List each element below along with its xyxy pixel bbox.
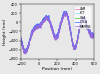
LAM <box>25 50 26 51</box>
LAM <box>83 20 84 21</box>
LAM <box>67 17 68 18</box>
KCT <box>83 20 84 21</box>
MAMMS <box>67 16 68 17</box>
C.S.A <box>67 15 68 16</box>
GSA <box>93 34 94 35</box>
Legend: LAM, KCT, GSA, C.S.A, MAMMS: LAM, KCT, GSA, C.S.A, MAMMS <box>74 6 92 29</box>
LAM <box>93 34 94 35</box>
KCT <box>65 13 66 14</box>
KCT <box>93 34 94 35</box>
GSA <box>67 16 68 17</box>
KCT <box>25 53 26 54</box>
MAMMS <box>20 41 22 42</box>
MAMMS <box>25 50 26 51</box>
Line: LAM: LAM <box>21 12 94 53</box>
C.S.A <box>24 53 25 54</box>
GSA <box>76 44 77 45</box>
C.S.A <box>65 14 66 15</box>
C.S.A <box>76 44 77 45</box>
KCT <box>20 38 22 39</box>
MAMMS <box>93 36 94 37</box>
Line: C.S.A: C.S.A <box>21 11 94 53</box>
MAMMS <box>83 20 84 21</box>
KCT <box>63 16 64 17</box>
KCT <box>25 50 26 51</box>
X-axis label: Position (mm): Position (mm) <box>42 67 72 71</box>
MAMMS <box>25 54 26 55</box>
MAMMS <box>64 11 65 12</box>
C.S.A <box>64 11 65 12</box>
GSA <box>65 14 66 15</box>
C.S.A <box>83 18 84 19</box>
GSA <box>25 51 26 52</box>
KCT <box>67 16 68 17</box>
C.S.A <box>63 14 64 15</box>
LAM <box>63 14 64 15</box>
GSA <box>20 39 22 40</box>
Line: KCT: KCT <box>21 11 94 54</box>
C.S.A <box>20 38 22 39</box>
C.S.A <box>93 35 94 36</box>
GSA <box>63 15 64 16</box>
Line: GSA: GSA <box>21 12 94 53</box>
MAMMS <box>65 12 66 13</box>
LAM <box>64 12 66 13</box>
Y-axis label: Height (nm): Height (nm) <box>3 18 7 45</box>
GSA <box>25 53 26 54</box>
MAMMS <box>63 16 64 17</box>
C.S.A <box>25 50 26 51</box>
MAMMS <box>76 43 77 44</box>
Line: MAMMS: MAMMS <box>21 12 94 54</box>
LAM <box>24 53 26 54</box>
